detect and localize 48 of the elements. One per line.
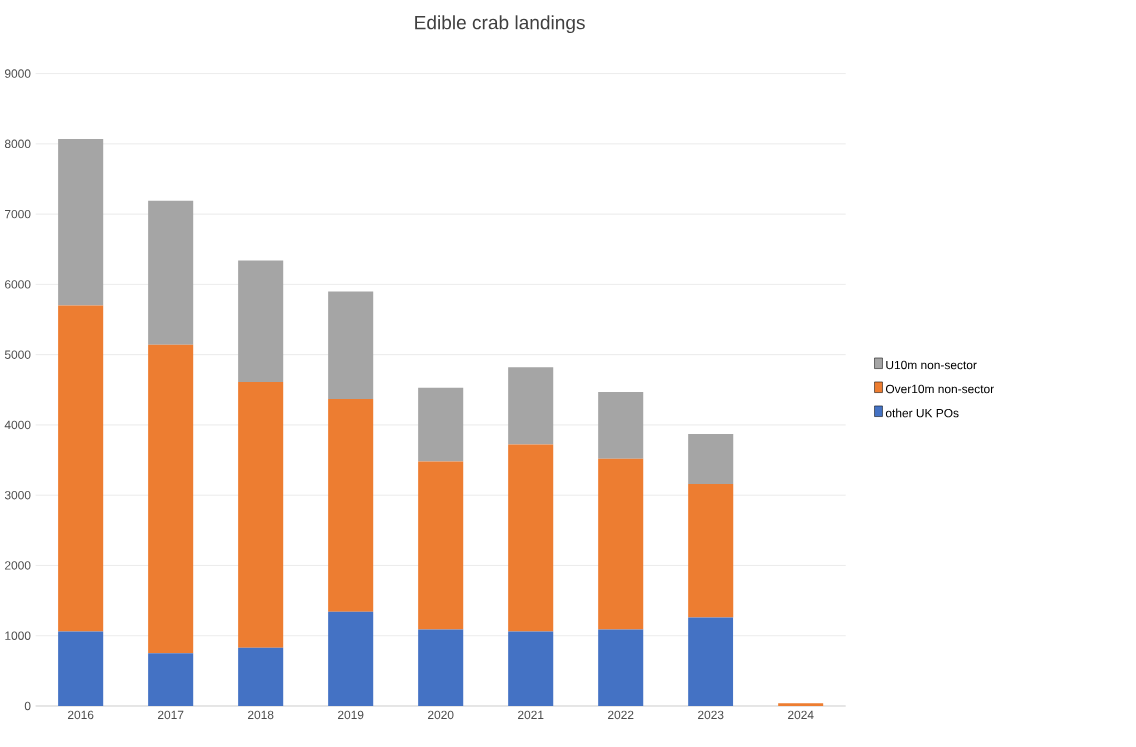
chart-title: Edible crab landings <box>415 15 585 34</box>
x-tick-label: 2016 <box>67 710 94 720</box>
bar <box>58 139 104 306</box>
bar <box>598 392 644 459</box>
y-tick-label: 4000 <box>4 420 31 430</box>
bar <box>148 344 194 654</box>
y-tick-label: 2000 <box>5 561 31 570</box>
x-tick-label: 2020 <box>428 710 454 720</box>
y-tick-label: 7000 <box>5 210 31 219</box>
bar <box>58 305 104 632</box>
x-tick-label: 2022 <box>608 710 634 720</box>
bar <box>328 611 374 707</box>
bar <box>688 484 734 618</box>
bar <box>238 382 284 648</box>
bar <box>418 387 464 462</box>
x-tick-label: 2023 <box>698 710 724 720</box>
x-tick-label: 2021 <box>518 710 544 720</box>
bar <box>508 631 554 707</box>
bar <box>238 260 284 383</box>
bar <box>778 703 824 707</box>
y-tick-label: 5000 <box>4 350 31 359</box>
x-tick-label: 2019 <box>338 710 364 720</box>
y-tick-label: 8000 <box>4 139 31 149</box>
bar <box>418 629 464 707</box>
bar <box>508 444 554 632</box>
bar <box>688 434 734 485</box>
y-tick-label: 9000 <box>4 69 31 78</box>
bar <box>598 458 644 630</box>
bar <box>328 291 374 400</box>
bar <box>328 399 374 612</box>
legend-label: Over10m non-sector <box>885 384 994 394</box>
bar <box>58 631 104 707</box>
bar <box>418 461 464 630</box>
bar <box>148 200 194 345</box>
x-tick-label: 2018 <box>248 710 274 720</box>
y-tick-label: 3000 <box>4 491 31 500</box>
bar <box>688 617 734 707</box>
x-tick-label: 2017 <box>157 710 184 720</box>
bar <box>148 653 194 707</box>
bar <box>598 629 644 707</box>
x-tick-label: 2024 <box>788 710 814 720</box>
y-tick-label: 6000 <box>5 280 31 289</box>
y-tick-label: 1000 <box>5 631 31 641</box>
legend-label: U10m non-sector <box>886 360 977 370</box>
bar <box>238 647 284 707</box>
legend-label: other UK POs <box>885 408 959 418</box>
y-tick-label: 0 <box>24 701 31 711</box>
bar <box>508 367 554 445</box>
